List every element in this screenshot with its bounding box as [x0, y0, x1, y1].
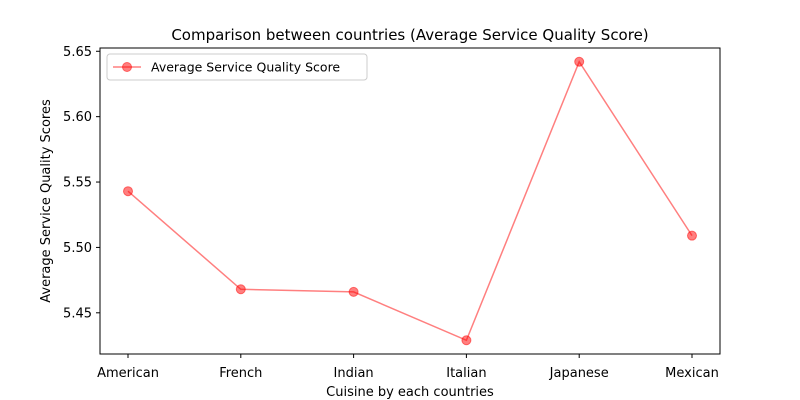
x-tick-label: Mexican — [665, 366, 719, 381]
x-tick-label: Japanese — [549, 366, 609, 381]
data-point — [123, 186, 133, 197]
legend-marker-swatch — [122, 62, 132, 72]
series-line — [127, 60, 693, 342]
y-axis-title: Average Service Quality Scores — [39, 99, 54, 303]
plot-frame — [99, 47, 721, 355]
x-tick-label: American — [97, 366, 159, 381]
data-point — [574, 56, 585, 67]
x-axis: American French Indian Italian Japanese Mexic… — [97, 354, 719, 381]
x-axis-title: Cuisine by each countries — [326, 385, 494, 400]
y-tick-label: 5.55 — [63, 176, 92, 191]
x-tick-label: Italian — [446, 366, 486, 381]
y-tick-label: 5.60 — [63, 110, 92, 125]
data-point — [687, 230, 697, 241]
data-point — [348, 286, 359, 297]
legend-frame — [106, 53, 368, 81]
chart-title: Comparison between countries (Average Se… — [171, 26, 648, 44]
data-point — [235, 284, 246, 295]
x-tick-label: Indian — [334, 366, 374, 381]
legend-label: Average Service Quality Score — [151, 60, 340, 75]
data-point — [461, 335, 472, 346]
y-tick-label: 5.65 — [63, 45, 92, 60]
y-axis: 5.45 5.50 5.55 5.60 5.65 — [63, 45, 100, 321]
y-tick-label: 5.50 — [63, 241, 92, 256]
legend: Average Service Quality Score — [106, 53, 368, 81]
y-tick-label: 5.45 — [63, 306, 92, 321]
series-layer — [123, 56, 697, 346]
x-tick-label: French — [219, 366, 262, 381]
plot-area — [99, 47, 721, 355]
